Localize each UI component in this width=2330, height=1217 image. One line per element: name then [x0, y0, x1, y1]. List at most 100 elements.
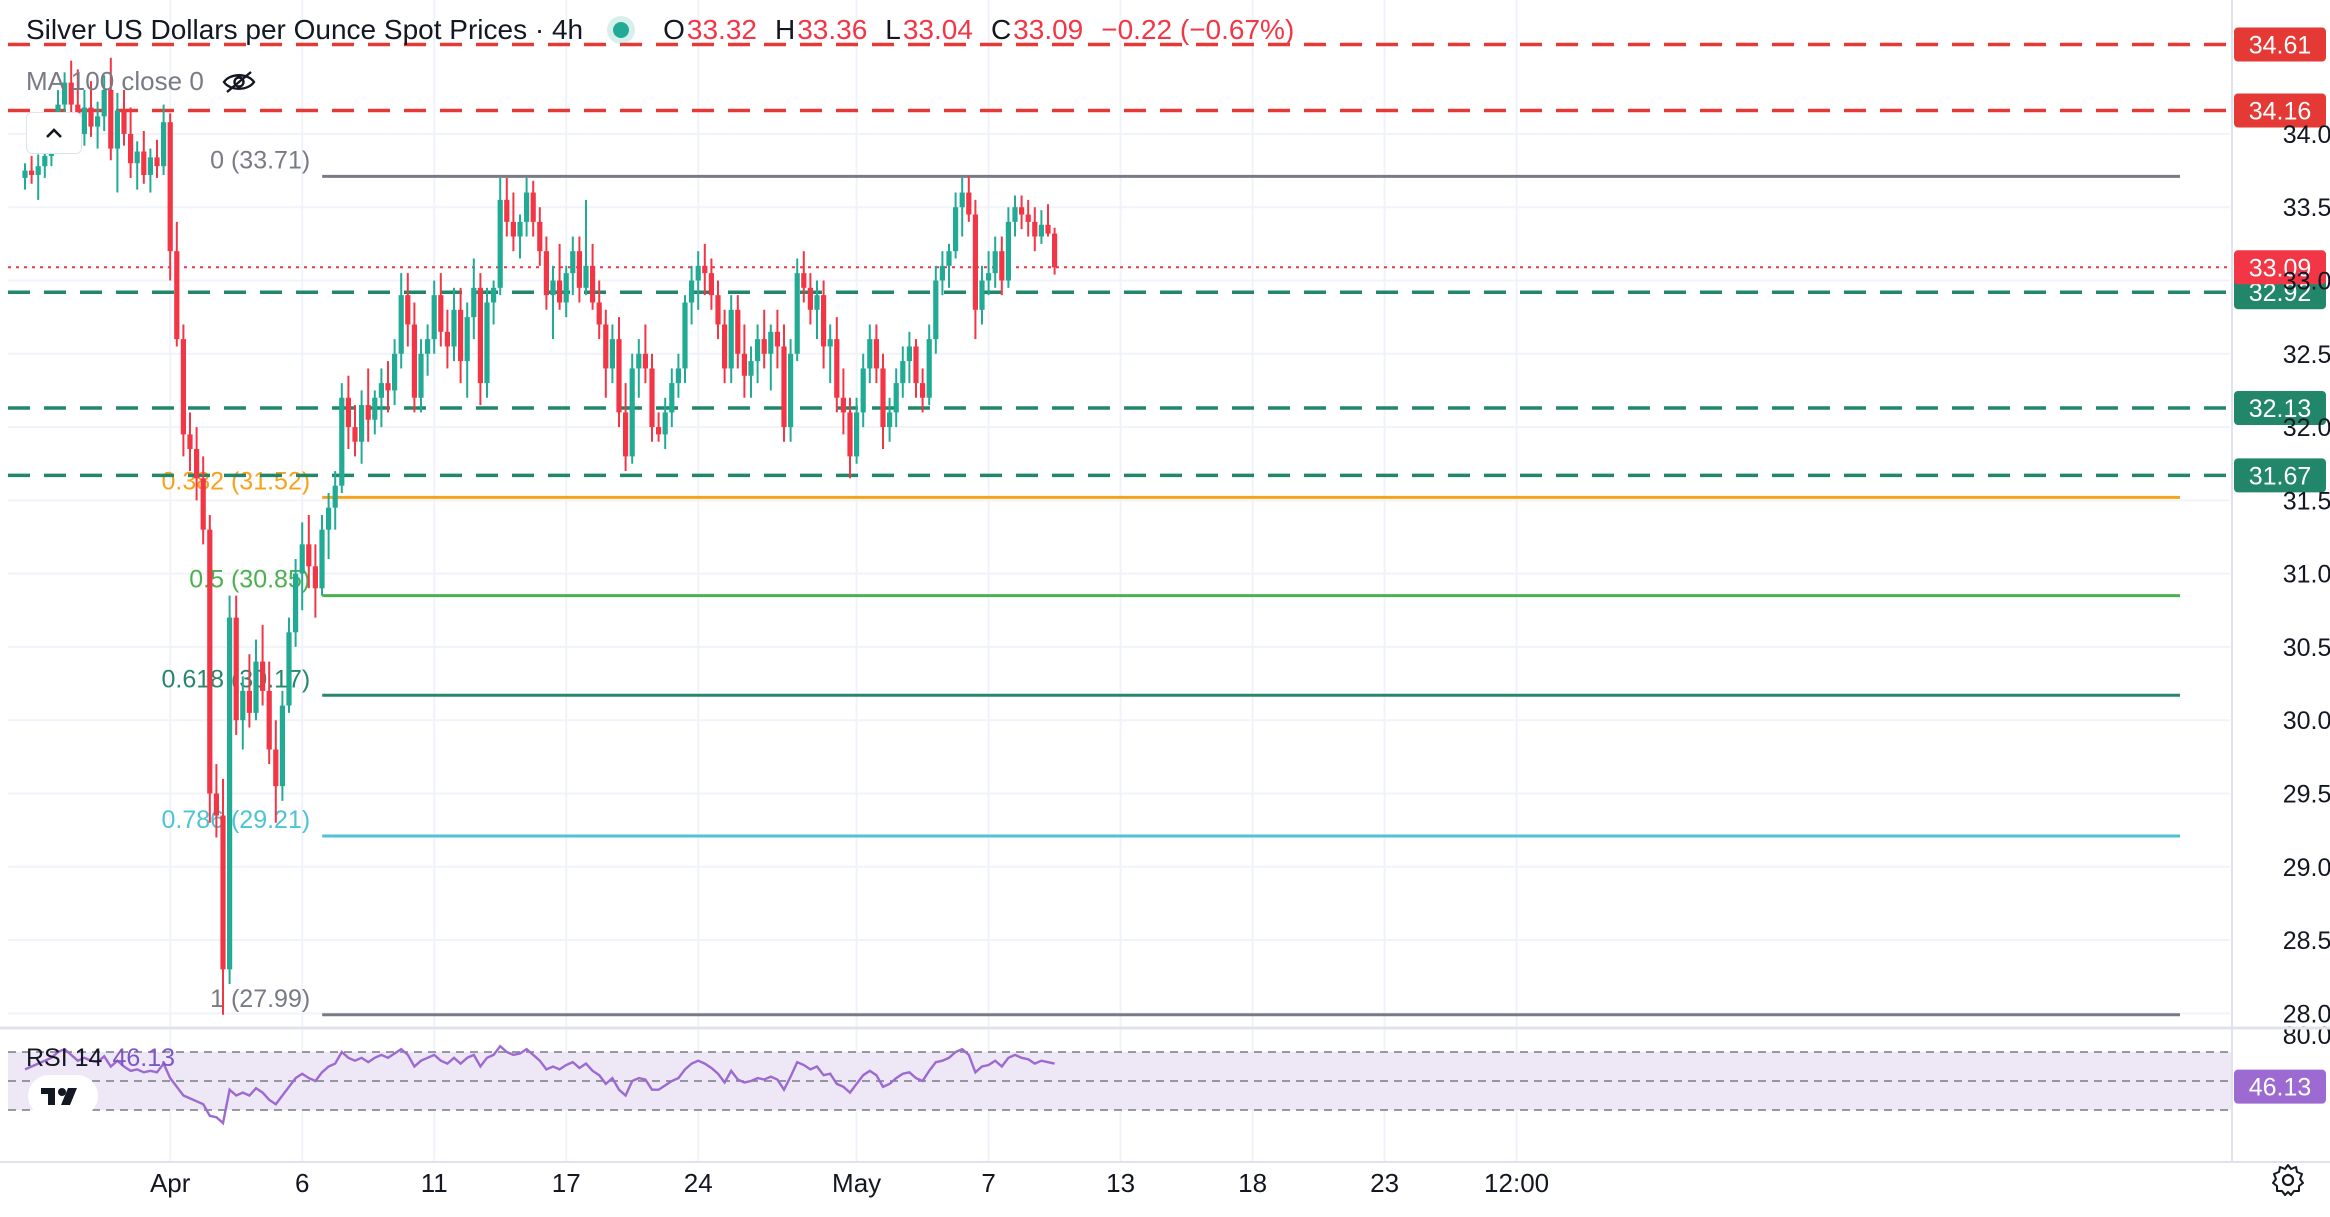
- bearish-candle: [656, 427, 662, 435]
- bearish-candle: [504, 199, 510, 222]
- support-level-tag: [2234, 391, 2326, 426]
- x-tick-label: 6: [295, 1168, 309, 1198]
- candlesticks: [22, 57, 1058, 1015]
- bearish-candle: [405, 295, 411, 325]
- bullish-candle: [491, 287, 497, 303]
- bearish-candle: [557, 280, 563, 303]
- bearish-candle: [200, 478, 206, 530]
- bullish-candle: [227, 617, 233, 970]
- last-price-tag: [2234, 250, 2326, 285]
- bearish-candle: [510, 221, 516, 237]
- bullish-candle: [161, 122, 167, 167]
- bullish-candle: [609, 339, 615, 369]
- collapse-legend-button[interactable]: [26, 112, 82, 154]
- bullish-candle: [240, 690, 246, 721]
- bearish-candle: [603, 324, 609, 369]
- bullish-candle: [1012, 207, 1018, 222]
- ma-label: MA 100 close 0: [26, 66, 204, 96]
- bullish-candle: [867, 339, 873, 369]
- bullish-candle: [550, 280, 556, 296]
- bullish-candle: [326, 507, 332, 530]
- eye-hidden-icon[interactable]: [222, 70, 256, 94]
- bearish-candle: [246, 690, 252, 713]
- bearish-candle: [477, 287, 483, 384]
- bearish-candle: [108, 89, 114, 149]
- bearish-candle: [233, 617, 239, 721]
- bullish-candle: [319, 529, 325, 589]
- y-tick-label: 29.50: [2283, 780, 2330, 808]
- bullish-candle: [926, 339, 932, 398]
- bearish-candle: [1025, 214, 1031, 222]
- bearish-candle: [312, 566, 318, 589]
- bullish-candle: [953, 207, 959, 252]
- bullish-candle: [95, 116, 101, 127]
- x-tick-label: 18: [1238, 1168, 1267, 1198]
- bullish-candle: [570, 251, 576, 274]
- bearish-candle: [741, 353, 747, 376]
- high-value: 33.36: [797, 14, 868, 45]
- bullish-candle: [939, 265, 945, 281]
- tradingview-logo[interactable]: [28, 1075, 98, 1117]
- bearish-candle: [29, 170, 35, 175]
- bullish-candle: [959, 192, 965, 208]
- y-tick-label: 28.00: [2283, 1000, 2330, 1028]
- bearish-candle: [880, 368, 886, 428]
- bullish-candle: [814, 295, 820, 310]
- bullish-candle: [42, 155, 48, 167]
- bullish-candle: [134, 151, 140, 164]
- y-tick-label: 31.50: [2283, 487, 2330, 515]
- bullish-candle: [1038, 224, 1044, 237]
- y-tick-label: 29.00: [2283, 854, 2330, 882]
- bullish-candle: [827, 339, 833, 347]
- bullish-candle: [293, 573, 299, 633]
- fib-level-label: 0.786 (29.21): [161, 806, 310, 834]
- market-status-icon: [613, 22, 630, 38]
- ma-indicator-legend[interactable]: MA 100 close 0: [26, 66, 256, 97]
- bearish-candle: [642, 353, 648, 369]
- close-label: C: [990, 14, 1012, 45]
- bullish-candle: [517, 221, 523, 237]
- bearish-candle: [999, 251, 1005, 281]
- bullish-candle: [629, 368, 635, 457]
- open-label: O: [663, 14, 685, 45]
- bearish-candle: [576, 251, 582, 288]
- bearish-candle: [438, 295, 444, 332]
- bullish-candle: [451, 309, 457, 347]
- bearish-candle: [207, 529, 213, 794]
- bearish-candle: [972, 214, 978, 310]
- bearish-candle: [352, 427, 358, 442]
- settings-gear-icon[interactable]: [2270, 1162, 2306, 1198]
- bearish-candle: [616, 339, 622, 413]
- x-tick-label: 24: [684, 1168, 713, 1198]
- rsi-value-tag: [2234, 1069, 2326, 1104]
- support-level-value: 31.67: [2249, 462, 2312, 490]
- bullish-candle: [425, 339, 431, 354]
- bearish-candle: [180, 339, 186, 435]
- fib-level-label: 1 (27.99): [210, 985, 310, 1013]
- y-tick-label: 33.00: [2283, 267, 2330, 295]
- bullish-candle: [279, 705, 285, 787]
- bullish-candle: [906, 346, 912, 362]
- bullish-candle: [695, 265, 701, 281]
- y-tick-label: 28.50: [2283, 927, 2330, 955]
- bearish-candle: [596, 302, 602, 325]
- bullish-candle: [563, 273, 569, 303]
- bearish-candle: [847, 412, 853, 457]
- bullish-candle: [1005, 221, 1011, 281]
- bearish-candle: [1052, 233, 1058, 268]
- y-tick-label: 32.00: [2283, 414, 2330, 442]
- symbol-legend: Silver US Dollars per Ounce Spot Prices …: [26, 14, 1312, 46]
- bearish-candle: [1032, 221, 1038, 237]
- support-level-tag: [2234, 458, 2326, 493]
- bearish-candle: [220, 815, 226, 970]
- last-price-value: 33.09: [2249, 254, 2312, 282]
- bearish-candle: [702, 265, 708, 274]
- chart-title: Silver US Dollars per Ounce Spot Prices …: [26, 14, 584, 45]
- bearish-candle: [174, 251, 180, 340]
- x-tick-label: 17: [552, 1168, 581, 1198]
- bullish-candle: [372, 397, 378, 420]
